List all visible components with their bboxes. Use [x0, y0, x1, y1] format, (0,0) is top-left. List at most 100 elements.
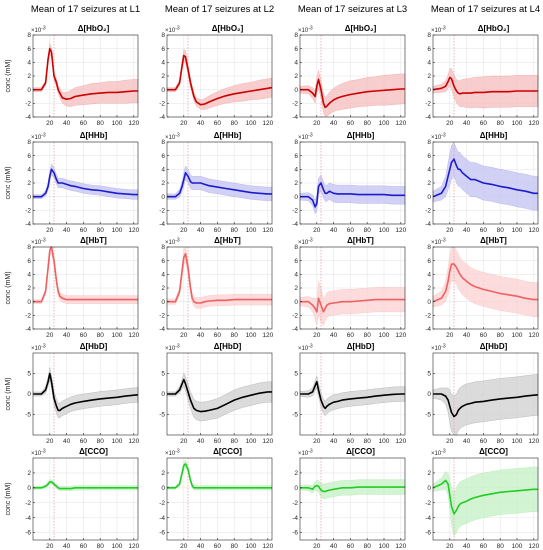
x-tick-label: 40 [197, 120, 205, 127]
scale-label: ×10-3 [431, 449, 446, 458]
x-tick-label: 120 [395, 332, 406, 339]
x-tick-label: 100 [246, 227, 257, 234]
y-tick-label: 6 [161, 258, 165, 265]
y-tick-label: 4 [427, 272, 431, 279]
x-tick-label: 60 [480, 227, 488, 234]
y-tick-label: -2 [159, 500, 165, 507]
y-tick-label: 0 [294, 391, 298, 398]
y-tick-label: 0 [294, 299, 298, 306]
x-tick-label: 20 [46, 120, 54, 127]
y-tick-label: -2 [425, 313, 431, 320]
y-tick-label: 0 [427, 485, 431, 492]
panel-title: Δ[HbO₂] [478, 24, 510, 33]
panel-title: Δ[CCO] [79, 447, 108, 456]
x-tick-label: 100 [112, 332, 123, 339]
y-tick-label: 8 [427, 139, 431, 146]
panel: 20 40 60 80 100 120 -4 -2 0 2 4 6 8×10-3 Δ[HHb] [159, 131, 273, 234]
y-tick-label: 0 [161, 194, 165, 201]
x-tick-label: 60 [214, 120, 222, 127]
y-tick-label: 6 [294, 258, 298, 265]
x-tick-label: 20 [446, 120, 454, 127]
scale-label: ×10-3 [298, 449, 313, 458]
y-tick-label: 2 [161, 180, 165, 187]
y-tick-label: 0 [294, 485, 298, 492]
y-tick-label: -2 [292, 500, 298, 507]
x-tick-label: 80 [231, 438, 239, 445]
x-tick-label: 80 [364, 332, 372, 339]
plot-area [300, 458, 405, 540]
x-tick-label: 80 [497, 227, 505, 234]
panel: 20 40 60 80 100 120 -4 -2 0 2 4 6 8×10-3 Δ[HHb] [425, 131, 539, 234]
x-tick-label: 120 [528, 227, 539, 234]
x-tick-label: 100 [112, 227, 123, 234]
panel-title: Δ[HbT] [80, 236, 107, 245]
column-title: Mean of 17 seizures at L2 [165, 4, 274, 15]
mean-series-line [33, 481, 138, 490]
y-tick-label: -2 [425, 101, 431, 108]
x-tick-label: 60 [214, 227, 222, 234]
y-tick-label: 0 [161, 485, 165, 492]
y-tick-label: -2 [25, 101, 31, 108]
x-tick-label: 60 [347, 332, 355, 339]
mean-series-line [167, 54, 273, 106]
y-tick-label: 4 [294, 167, 298, 174]
panel-title: Δ[HbT] [480, 236, 507, 245]
panel: 20 40 60 80 100 120 -5 0 5 ×10-3 Δ[HbD] [159, 342, 273, 445]
x-tick-label: 20 [46, 332, 54, 339]
x-tick-label: 60 [347, 227, 355, 234]
x-tick-label: 40 [463, 332, 471, 339]
panel: 20 40 60 80 100 120 -5 0 5 ×10-3 Δ[HbD] conc (mM) [5, 342, 140, 445]
y-tick-label: 0 [427, 299, 431, 306]
y-tick-label: 8 [427, 244, 431, 251]
x-tick-label: 80 [231, 227, 239, 234]
y-tick-label: 2 [427, 470, 431, 477]
scale-label: ×10-3 [31, 26, 46, 35]
panel: 20 40 60 80 100 120 -4 -2 0 2 4 6 8×10-3 Δ[HHb] [292, 131, 406, 234]
x-tick-label: 40 [330, 543, 338, 550]
x-tick-label: 60 [480, 332, 488, 339]
y-tick-label: -6 [25, 530, 31, 537]
panel: 20 40 60 80 100 120 -4 -2 0 2 4 6 8×10-3 Δ[HbT] conc (… [5, 236, 140, 339]
panel: 20 40 60 80 100 120 -4 -2 0 2 4 6 8×10-3 Δ[HbO₂] conc … [5, 24, 140, 127]
x-tick-label: 40 [463, 543, 471, 550]
x-tick-label: 60 [80, 120, 88, 127]
y-tick-label: -2 [292, 101, 298, 108]
scale-label: ×10-3 [165, 26, 180, 35]
x-tick-label: 80 [497, 120, 505, 127]
panel: 20 40 60 80 100 120 -4 -2 0 2 4 6 8×10-3 Δ[HHb] conc (… [5, 131, 140, 234]
x-tick-label: 40 [197, 227, 205, 234]
x-tick-label: 40 [197, 543, 205, 550]
x-tick-label: 100 [379, 227, 390, 234]
x-tick-label: 100 [512, 332, 523, 339]
y-tick-label: 4 [27, 272, 31, 279]
x-tick-label: 40 [197, 332, 205, 339]
x-tick-label: 60 [480, 120, 488, 127]
x-tick-label: 60 [214, 543, 222, 550]
y-tick-label: -4 [425, 326, 431, 333]
y-tick-label: -6 [292, 530, 298, 537]
scale-label: ×10-3 [31, 238, 46, 247]
x-tick-label: 40 [330, 332, 338, 339]
plot-frame [299, 457, 406, 541]
y-tick-label: 6 [27, 153, 31, 160]
panel: 20 40 60 80 100 120 -4 -2 0 2 4 6 8×10-3 Δ[HbO₂] [425, 24, 539, 127]
y-tick-label: -4 [292, 221, 298, 228]
mean-series-line [167, 172, 272, 198]
y-tick-label: 2 [161, 73, 165, 80]
panel: 20 40 60 80 100 120 -4 -2 0 2 4 6 8×10-3 Δ[HbO₂] [292, 24, 406, 127]
y-tick-label: 2 [427, 180, 431, 187]
panel-title: Δ[HbD] [214, 342, 242, 351]
x-tick-label: 20 [46, 543, 54, 550]
y-tick-label: 2 [161, 285, 165, 292]
x-tick-label: 120 [128, 332, 139, 339]
scale-label: ×10-3 [431, 238, 446, 247]
y-tick-label: 0 [427, 391, 431, 398]
x-tick-label: 120 [128, 438, 139, 445]
x-tick-label: 80 [497, 332, 505, 339]
x-tick-label: 40 [330, 438, 338, 445]
y-tick-label: -5 [292, 412, 298, 419]
y-tick-label: 8 [294, 244, 298, 251]
x-tick-label: 20 [180, 543, 188, 550]
